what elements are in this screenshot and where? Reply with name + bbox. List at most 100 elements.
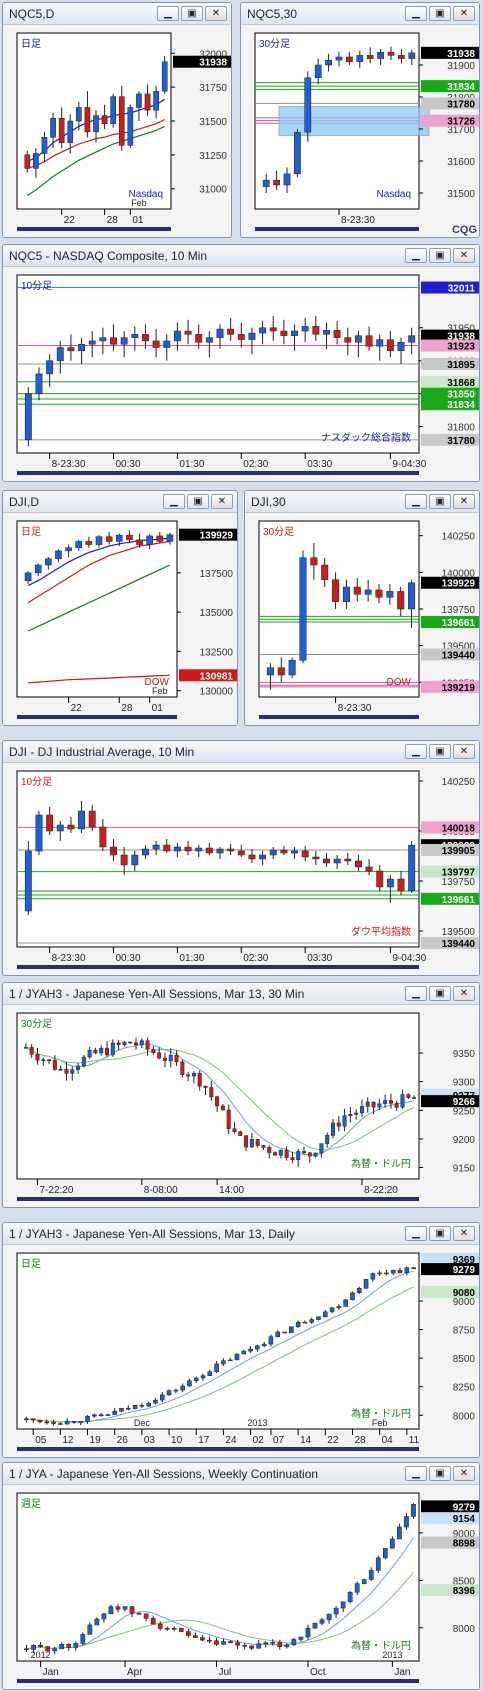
window-titlebar[interactable]: 1 / JYAH3 - Japanese Yen-All Sessions, M… [3,1223,479,1245]
window-titlebar[interactable]: NQC5 - NASDAQ Composite, 10 Min ▁ ▣ ✕ [3,245,479,267]
candle-body [187,1380,192,1387]
window-titlebar[interactable]: NQC5,D ▁ ▣ ✕ [3,3,231,25]
candle-body [356,1288,362,1294]
candle-body [24,1418,29,1421]
candle [163,334,171,361]
restore-icon[interactable]: ▣ [429,248,451,263]
candle [156,532,164,543]
close-icon[interactable]: ✕ [453,494,475,509]
candle [115,1604,121,1613]
candle-body [159,1394,165,1401]
candle [110,839,117,861]
candle [412,1095,417,1099]
candle-body [195,847,203,852]
candle-body [24,572,32,581]
restore-icon[interactable]: ▣ [429,1466,451,1481]
close-icon[interactable]: ✕ [453,744,475,759]
window-jya-weekly[interactable]: 1 / JYA - Japanese Yen-All Sessions, Wee… [2,1462,480,1690]
window-titlebar[interactable]: NQC5,30 ▁ ▣ ✕ [241,3,479,25]
window-titlebar[interactable]: 1 / JYAH3 - Japanese Yen-All Sessions, M… [3,983,479,1005]
restore-icon[interactable]: ▣ [187,494,209,509]
candle-body [386,878,394,888]
candle [101,1612,107,1623]
window-titlebar[interactable]: DJI,30 ▁ ▣ ✕ [245,491,479,513]
candle-body [278,1149,283,1156]
restore-icon[interactable]: ▣ [429,744,451,759]
close-icon[interactable]: ✕ [453,986,475,1001]
restore-icon[interactable]: ▣ [181,6,203,21]
candle [58,1422,63,1426]
window-dji-daily[interactable]: DJI,D ▁ ▣ ✕ 137500 135000 132500 130000 139929… [2,490,238,726]
minimize-icon[interactable]: ▁ [405,744,427,759]
window-nqc5-30min[interactable]: NQC5,30 ▁▣✕ 3190031800317003160031500319… [240,2,480,238]
close-icon[interactable]: ✕ [453,1226,475,1241]
candle-body [288,660,296,676]
window-titlebar[interactable]: DJI,D ▁ ▣ ✕ [3,491,237,513]
candle [105,1413,111,1416]
candle-body [365,1101,370,1107]
x-tick-label: 28 [107,215,119,226]
candle-body [354,1112,359,1115]
candle [56,340,64,374]
x-tick-label: 03:30 [307,953,332,964]
price-tag-label: 139661 [442,618,476,629]
close-icon[interactable]: ✕ [453,248,475,263]
candle-body [151,1049,156,1053]
y-tick-label: 31500 [447,189,475,200]
minimize-icon[interactable]: ▁ [405,494,427,509]
close-icon[interactable]: ✕ [453,6,475,21]
window-dji-30min[interactable]: DJI,30 ▁▣✕ 14025014000013975013950013925… [244,490,480,726]
window-dji-10min[interactable]: DJI - DJ Industrial Average, 10 Min ▁ ▣ ✕ … [2,740,480,976]
close-icon[interactable]: ✕ [211,494,233,509]
candle [173,322,181,351]
x-subtick-label: 2013 [247,1418,267,1428]
candle [282,1331,287,1334]
candle [75,102,82,131]
candle-body [142,848,149,856]
minimize-icon[interactable]: ▁ [163,494,185,509]
window-titlebar[interactable]: DJI - DJ Industrial Average, 10 Min ▁ ▣ ✕ [3,741,479,763]
candle-body [30,1418,36,1421]
candle-body [319,1619,325,1624]
candle [180,1383,185,1393]
candle [76,1062,81,1074]
moving-average-line [25,1043,415,1156]
window-titlebar[interactable]: 1 / JYA - Japanese Yen-All Sessions, Wee… [3,1463,479,1485]
minimize-icon[interactable]: ▁ [405,1226,427,1241]
close-icon[interactable]: ✕ [205,6,227,21]
minimize-icon[interactable]: ▁ [157,6,179,21]
candle [228,1640,233,1644]
minimize-icon[interactable]: ▁ [405,1466,427,1481]
restore-icon[interactable]: ▣ [429,494,451,509]
window-jyah3-30min[interactable]: 1 / JYAH3 - Japanese Yen-All Sessions, M… [2,982,480,1208]
candle-body [115,1606,121,1610]
close-icon[interactable]: ✕ [453,1466,475,1481]
window-nqc5-10min[interactable]: NQC5 - NASDAQ Composite, 10 Min ▁ ▣ ✕ 3195… [2,244,480,482]
candle [132,1405,138,1410]
candle-body [145,1040,150,1050]
candle-body [314,64,322,79]
window-jyah3-daily[interactable]: 1 / JYAH3 - Japanese Yen-All Sessions, M… [2,1222,480,1458]
candle [316,1316,321,1321]
y-tick-label: 139500 [442,642,476,653]
candle-body [46,360,54,375]
price-tag-label: 31868 [447,378,475,389]
candle [200,1634,205,1642]
restore-icon[interactable]: ▣ [429,6,451,21]
x-tick-label: 01 [152,703,164,714]
minimize-icon[interactable]: ▁ [405,248,427,263]
candle [84,91,91,138]
window-nqc5-daily[interactable]: NQC5,D ▁ ▣ ✕ 32000 31750 31500 31250 31000 3193… [2,2,232,238]
restore-icon[interactable]: ▣ [429,986,451,1001]
candle-body [64,1068,69,1074]
candle [361,1578,367,1585]
minimize-icon[interactable]: ▁ [405,986,427,1001]
candle-body [84,107,91,133]
candle-body [215,1096,220,1107]
x-tick-label: 03:30 [307,459,332,470]
candle [375,584,383,604]
candle-body [408,52,416,59]
restore-icon[interactable]: ▣ [429,1226,451,1241]
minimize-icon[interactable]: ▁ [405,6,427,21]
price-tag-label: 31780 [447,99,475,110]
